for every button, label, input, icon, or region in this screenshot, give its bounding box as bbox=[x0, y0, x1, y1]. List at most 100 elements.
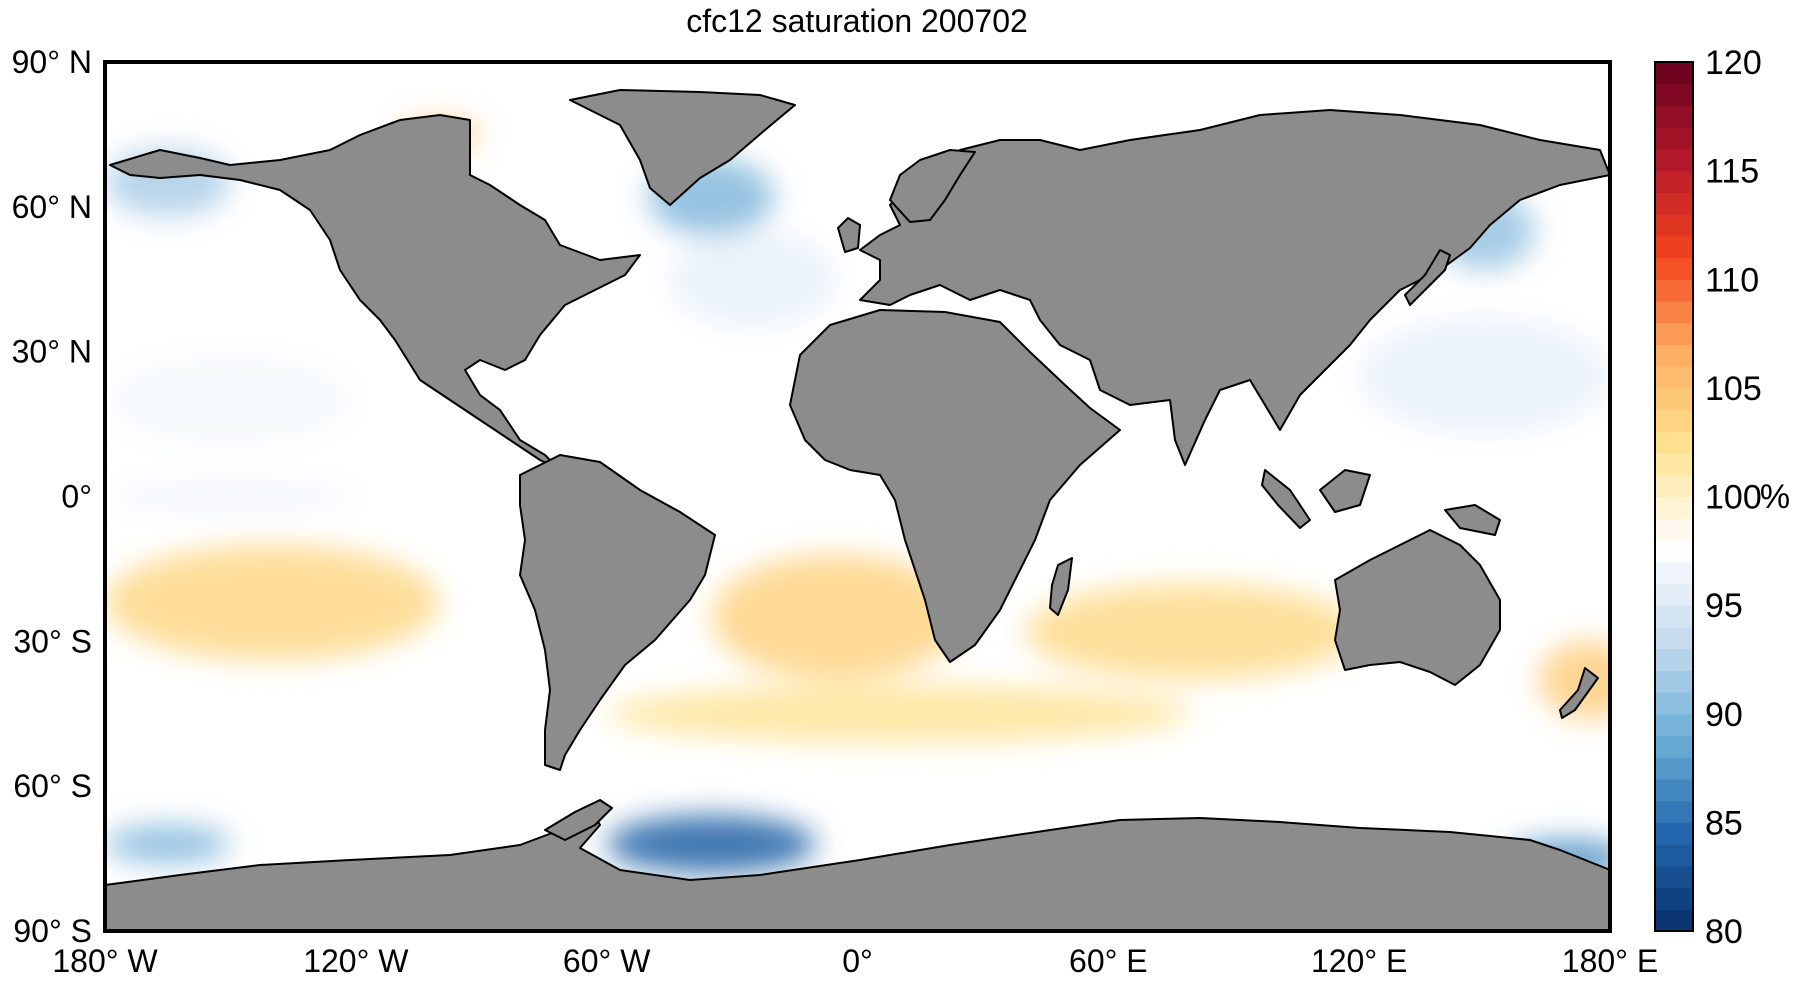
colorbar-segment bbox=[1655, 909, 1693, 932]
lat-tick-label: 60° N bbox=[12, 189, 92, 225]
new-zealand-landmass bbox=[1559, 667, 1599, 719]
colorbar-tick-label: 95 bbox=[1705, 587, 1743, 625]
saturation-region bbox=[105, 544, 440, 661]
map-title: cfc12 saturation 200702 bbox=[686, 3, 1028, 39]
longitude-tick-labels: 180° W 120° W 60° W 0° 60° E 120° E 180° E bbox=[52, 943, 1658, 979]
colorbar-segment bbox=[1655, 214, 1693, 237]
greenland-landmass bbox=[569, 89, 796, 206]
antarctic-peninsula-landmass bbox=[544, 799, 613, 841]
colorbar-segment bbox=[1655, 148, 1693, 172]
colorbar-segment bbox=[1655, 757, 1693, 780]
colorbar-segment bbox=[1655, 83, 1693, 107]
colorbar-segment bbox=[1655, 605, 1693, 628]
colorbar-segment bbox=[1655, 62, 1693, 85]
colorbar-segment bbox=[1655, 366, 1693, 389]
sumatra-landmass bbox=[1261, 469, 1311, 529]
lon-tick-label: 120° E bbox=[1311, 943, 1407, 979]
lat-tick-label: 30° S bbox=[13, 623, 92, 659]
lat-tick-label: 60° S bbox=[13, 768, 92, 804]
south-america-landmass bbox=[519, 454, 716, 771]
saturation-region bbox=[105, 482, 356, 511]
colorbar-segment bbox=[1655, 279, 1693, 302]
colorbar-segment bbox=[1655, 235, 1693, 259]
scandinavia-landmass bbox=[889, 149, 976, 223]
colorbar-segment bbox=[1655, 539, 1693, 563]
saturation-region bbox=[105, 824, 231, 864]
colorbar-segment bbox=[1655, 322, 1693, 346]
colorbar-tick-label: 85 bbox=[1705, 804, 1743, 842]
lat-tick-label: 90° S bbox=[13, 913, 92, 949]
colorbar-segment bbox=[1655, 453, 1693, 476]
lon-tick-label: 60° E bbox=[1069, 943, 1148, 979]
map-frame bbox=[103, 60, 1612, 933]
colorbar-tick-label: 115 bbox=[1705, 153, 1759, 191]
colorbar-tick-label: 105 bbox=[1705, 370, 1762, 408]
british-isles-landmass bbox=[837, 217, 861, 253]
colorbar-segment bbox=[1655, 192, 1693, 215]
colorbar-segment bbox=[1655, 518, 1693, 541]
saturation-region bbox=[1359, 317, 1610, 434]
lat-tick-label: 90° N bbox=[12, 44, 92, 80]
colorbar-tick-label: 120 bbox=[1705, 44, 1762, 82]
colorbar: 80 85 90 95 100 105 110 115 120 % bbox=[1654, 44, 1790, 951]
colorbar-segment bbox=[1655, 778, 1693, 802]
colorbar-segment bbox=[1655, 626, 1693, 650]
colorbar-segment bbox=[1655, 844, 1693, 867]
colorbar-tick-label: 90 bbox=[1705, 696, 1743, 734]
colorbar-segment bbox=[1655, 583, 1693, 606]
lon-tick-label: 180° E bbox=[1562, 943, 1658, 979]
north-america-landmass bbox=[109, 114, 641, 471]
saturation-region bbox=[669, 230, 837, 328]
latitude-tick-labels: 90° N 60° N 30° N 0° 30° S 60° S 90° S bbox=[12, 44, 92, 949]
africa-landmass bbox=[789, 309, 1121, 663]
colorbar-tick-label: 100 bbox=[1705, 479, 1762, 517]
lon-tick-label: 0° bbox=[842, 943, 873, 979]
saturation-region bbox=[606, 684, 1192, 743]
colorbar-segment bbox=[1655, 170, 1693, 193]
colorbar-segment bbox=[1655, 409, 1693, 432]
saturation-region bbox=[1024, 583, 1360, 680]
colorbar-gradient bbox=[1654, 61, 1694, 932]
madagascar-landmass bbox=[1049, 557, 1073, 616]
colorbar-segment bbox=[1655, 865, 1693, 889]
saturation-region bbox=[105, 351, 356, 449]
colorbar-segment bbox=[1655, 431, 1693, 454]
colorbar-segment bbox=[1655, 344, 1693, 367]
colorbar-segment bbox=[1655, 670, 1693, 693]
colorbar-segment bbox=[1655, 822, 1693, 845]
saturation-region bbox=[711, 554, 963, 680]
colorbar-segment bbox=[1655, 127, 1693, 150]
colorbar-segment bbox=[1655, 735, 1693, 758]
colorbar-segment bbox=[1655, 887, 1693, 910]
saturation-region bbox=[606, 815, 816, 874]
saturation-field bbox=[105, 119, 1610, 878]
australia-landmass bbox=[1334, 529, 1501, 686]
colorbar-segment bbox=[1655, 257, 1693, 280]
colorbar-tick-label: 110 bbox=[1705, 261, 1759, 299]
antarctica-landmass bbox=[105, 807, 1610, 931]
colorbar-segment bbox=[1655, 387, 1693, 411]
colorbar-segment bbox=[1655, 692, 1693, 715]
lat-tick-label: 30° N bbox=[12, 334, 92, 370]
colorbar-segment bbox=[1655, 561, 1693, 584]
lon-tick-label: 120° W bbox=[303, 943, 409, 979]
colorbar-tick-label: 80 bbox=[1705, 913, 1743, 951]
colorbar-unit-label: % bbox=[1760, 478, 1790, 516]
new-guinea-landmass bbox=[1444, 504, 1501, 536]
lon-tick-label: 180° W bbox=[52, 943, 158, 979]
saturation-region bbox=[1538, 641, 1610, 719]
colorbar-segment bbox=[1655, 648, 1693, 671]
colorbar-segment bbox=[1655, 713, 1693, 737]
land-masses bbox=[105, 89, 1610, 931]
colorbar-segment bbox=[1655, 300, 1693, 324]
colorbar-segment bbox=[1655, 800, 1693, 823]
japan-landmass bbox=[1404, 249, 1451, 306]
colorbar-segment bbox=[1655, 496, 1693, 519]
colorbar-ticks: 80 85 90 95 100 105 110 115 120 bbox=[1705, 44, 1762, 951]
colorbar-segment bbox=[1655, 105, 1693, 128]
lat-tick-label: 0° bbox=[61, 479, 92, 515]
colorbar-segment bbox=[1655, 474, 1693, 498]
lon-tick-label: 60° W bbox=[563, 943, 651, 979]
indonesia-borneo-landmass bbox=[1319, 469, 1371, 513]
